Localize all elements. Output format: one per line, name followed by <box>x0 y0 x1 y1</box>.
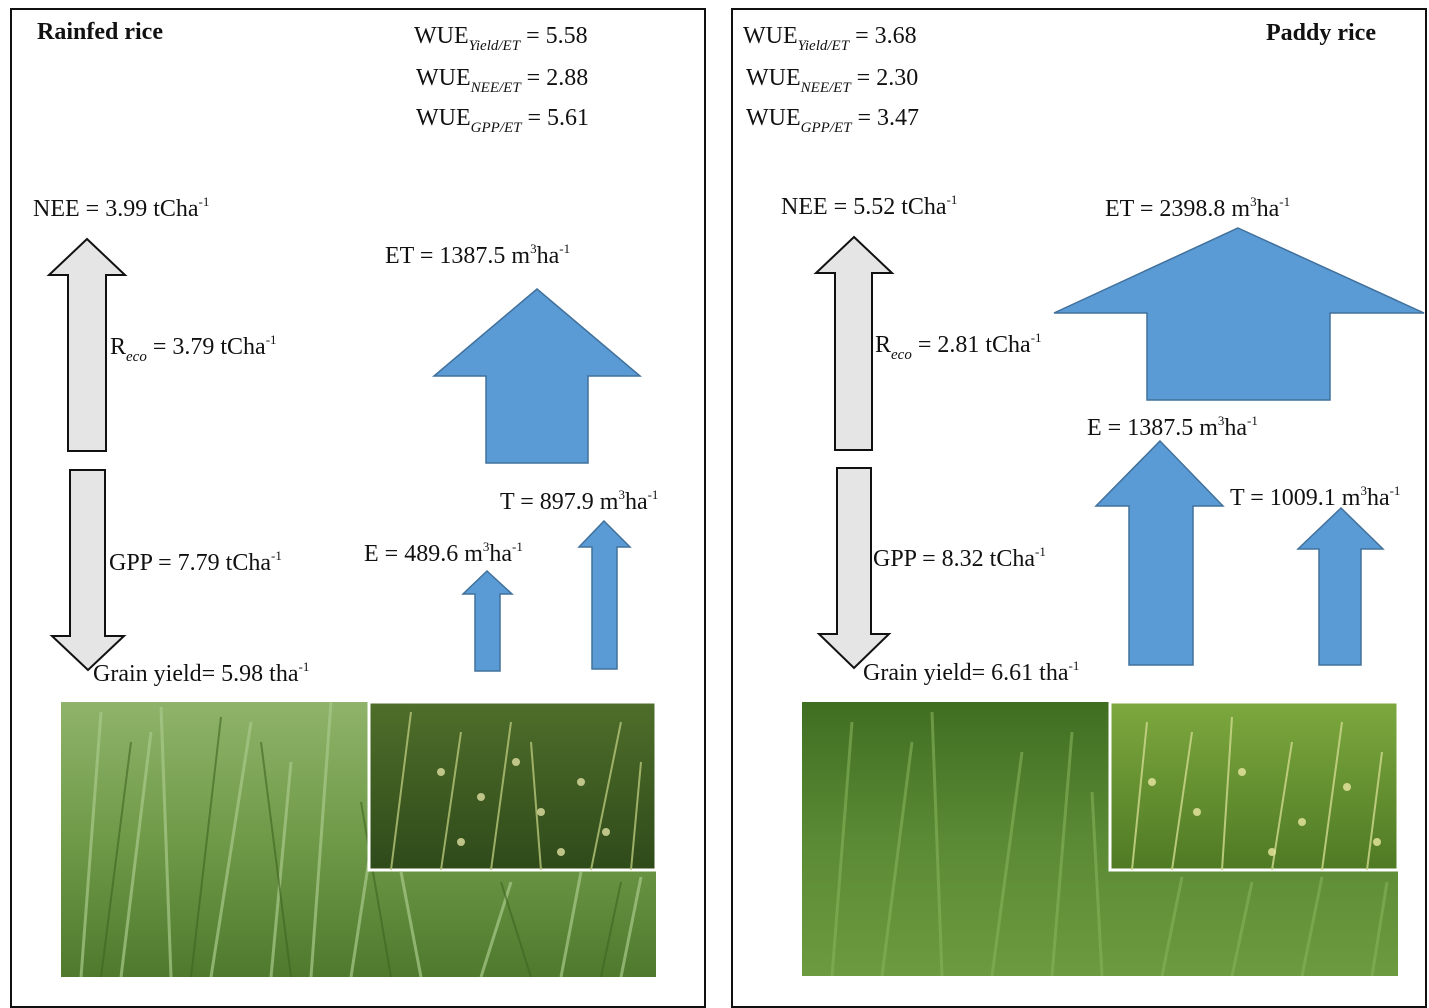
paddy-title: Paddy rice <box>1266 20 1376 46</box>
rainfed-t-arrow <box>577 519 632 670</box>
rainfed-e-arrow <box>461 569 514 672</box>
rainfed-grain-yield-label: Grain yield= 5.98 tha-1 <box>93 659 310 687</box>
paddy-gpp-arrow <box>816 467 892 670</box>
rainfed-wue-nee: WUENEE/ET = 2.88 <box>416 65 589 96</box>
paddy-wue-gpp: WUEGPP/ET = 3.47 <box>746 105 920 136</box>
rainfed-title: Rainfed rice <box>37 19 163 45</box>
rainfed-e-label: E = 489.6 m3ha-1 <box>364 539 523 567</box>
paddy-inset-photo <box>1108 702 1398 872</box>
rainfed-et-label: ET = 1387.5 m3ha-1 <box>385 241 571 269</box>
rainfed-nee-arrow <box>46 237 128 452</box>
rainfed-field-photo <box>61 702 656 977</box>
paddy-t-arrow <box>1296 506 1385 666</box>
paddy-et-arrow <box>1053 227 1425 401</box>
rainfed-gpp-arrow <box>49 469 127 672</box>
rainfed-wue-yield: WUEYield/ET = 5.58 <box>414 23 588 54</box>
rainfed-gpp-label: GPP = 7.79 tCha-1 <box>109 548 282 576</box>
paddy-t-label: T = 1009.1 m3ha-1 <box>1230 483 1401 511</box>
rainfed-wue-gpp: WUEGPP/ET = 5.61 <box>416 105 590 136</box>
paddy-wue-yield: WUEYield/ET = 3.68 <box>743 23 917 54</box>
rainfed-nee-label: NEE = 3.99 tCha-1 <box>33 194 210 222</box>
paddy-gpp-label: GPP = 8.32 tCha-1 <box>873 544 1046 572</box>
paddy-nee-arrow <box>813 235 895 451</box>
paddy-e-arrow <box>1094 439 1225 666</box>
rainfed-reco-label: Reco = 3.79 tCha-1 <box>110 332 277 365</box>
rainfed-et-arrow <box>431 288 643 464</box>
paddy-grain-yield-label: Grain yield= 6.61 tha-1 <box>863 658 1080 686</box>
paddy-reco-label: Reco = 2.81 tCha-1 <box>875 330 1042 363</box>
paddy-et-label: ET = 2398.8 m3ha-1 <box>1105 194 1291 222</box>
paddy-field-photo <box>802 702 1398 976</box>
paddy-e-label: E = 1387.5 m3ha-1 <box>1087 413 1258 441</box>
rainfed-t-label: T = 897.9 m3ha-1 <box>500 487 659 515</box>
paddy-wue-nee: WUENEE/ET = 2.30 <box>746 65 919 96</box>
rainfed-inset-photo <box>367 702 656 872</box>
paddy-nee-label: NEE = 5.52 tCha-1 <box>781 192 958 220</box>
